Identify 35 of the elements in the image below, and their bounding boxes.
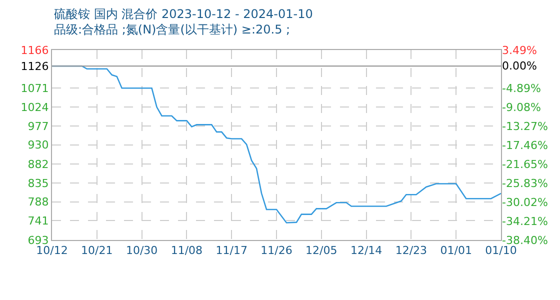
y-tick-label: 1166	[20, 44, 49, 57]
y-tick-label: 930	[28, 138, 49, 152]
y-tick-label: 882	[28, 158, 49, 171]
x-tick-label: 12/23	[395, 244, 428, 258]
x-tick-label: 10/30	[126, 244, 158, 258]
y2-tick-label: -30.02%	[502, 196, 548, 209]
x-tick-label: 12/14	[350, 244, 382, 258]
y-tick-label: 1071	[20, 82, 49, 96]
x-tick-label: 10/12	[36, 244, 68, 258]
y-tick-label: 741	[28, 214, 49, 228]
y2-tick-label: -34.21%	[502, 214, 548, 228]
y2-tick-label: -38.40%	[502, 234, 548, 247]
y2-tick-label: -21.65%	[502, 158, 548, 171]
y-tick-label: 1126	[20, 60, 49, 73]
y2-tick-label: -9.08%	[502, 100, 541, 114]
x-tick-label: 10/21	[81, 244, 113, 258]
y2-tick-label: -25.83%	[502, 176, 548, 190]
x-tick-label: 01/10	[485, 244, 517, 258]
x-tick-label: 11/08	[170, 244, 203, 258]
x-tick-label: 11/26	[260, 244, 292, 258]
x-tick-label: 11/17	[216, 244, 248, 258]
y-tick-label: 977	[28, 120, 49, 133]
y2-tick-label: -4.89%	[502, 82, 541, 95]
x-tick-label: 01/01	[440, 244, 472, 258]
y2-tick-label: 0.00%	[502, 60, 537, 73]
y-tick-label: 1024	[20, 100, 49, 114]
x-tick-label: 12/05	[306, 244, 338, 258]
y2-tick-label: 3.49%	[502, 44, 537, 57]
y2-tick-label: -13.27%	[502, 120, 548, 133]
chart-title: 硫酸铵 国内 混合价 2023-10-12 - 2024-01-10	[54, 7, 313, 21]
y-tick-label: 835	[28, 176, 49, 190]
y-tick-label: 788	[28, 196, 49, 209]
y2-tick-label: -17.46%	[502, 138, 548, 152]
y-tick-label: 693	[28, 234, 49, 247]
chart-subtitle: 品级:合格品 ;氮(N)含量(以干基计) ≥:20.5 ;	[54, 22, 290, 37]
